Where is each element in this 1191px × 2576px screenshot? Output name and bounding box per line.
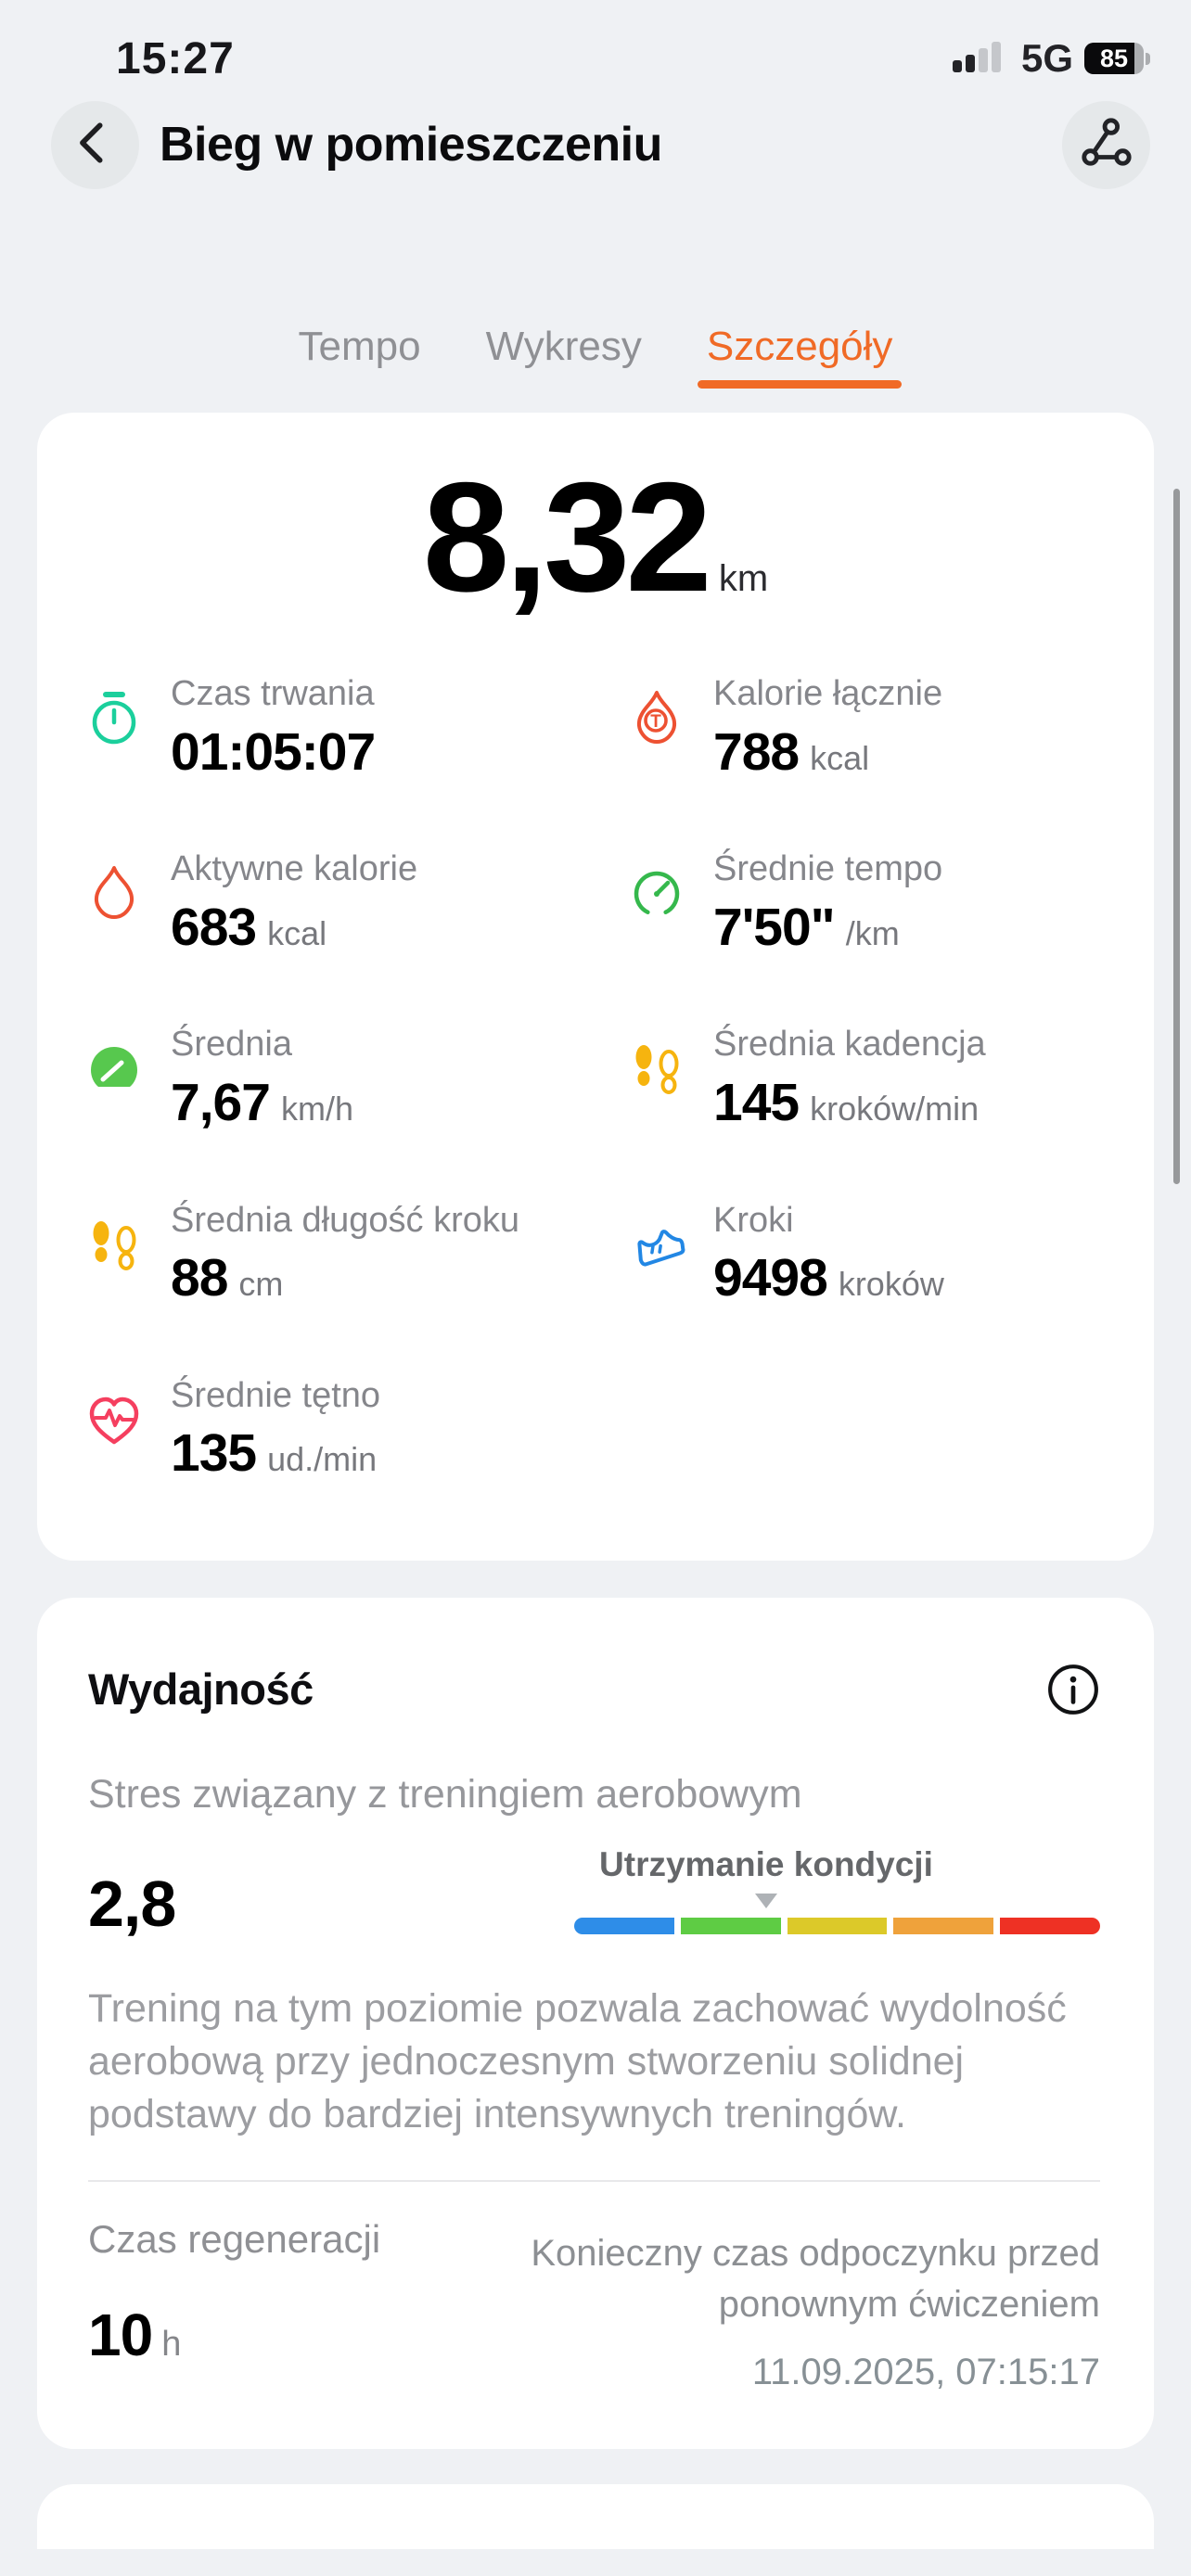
stat-label: Średnie tempo (713, 849, 943, 889)
share-route-icon (1079, 115, 1134, 175)
cadence-footprints-icon (626, 1038, 687, 1099)
battery-tip (1146, 52, 1150, 65)
battery-fill (1084, 43, 1135, 74)
stats-grid: Czas trwania 01:05:07 T Kalorie (83, 672, 1135, 1484)
header: Bieg w pomieszczeniu (0, 100, 1191, 189)
stat-value: 788 (713, 721, 800, 782)
stress-label: Stres związany z treningiem aerobowym (88, 1771, 802, 1817)
stat-label: Kalorie łącznie (713, 674, 943, 714)
stat-avg-speed: Średnia 7,67 km/h (83, 1023, 626, 1133)
zone-bar (574, 1917, 1100, 1934)
speed-gauge-icon (83, 1038, 145, 1099)
steps-shoe-icon (626, 1214, 687, 1275)
rest-date: 11.09.2025, 07:15:17 (751, 2351, 1100, 2392)
stat-unit: kroków/min (810, 1089, 980, 1128)
svg-text:T: T (650, 712, 661, 732)
status-bar: 15:27 5G 85 (0, 0, 1191, 85)
back-button[interactable] (51, 100, 139, 189)
stat-value: 88 (171, 1248, 228, 1308)
stat-label: Średnie tętno (171, 1375, 381, 1415)
network-type-label: 5G (1020, 36, 1073, 80)
stat-total-calories: T Kalorie łącznie 788 kcal (626, 672, 1135, 783)
recovery-unit: h (161, 2325, 182, 2365)
stat-label: Średnia kadencja (713, 1025, 986, 1065)
tab-wykresy[interactable]: Wykresy (485, 324, 642, 369)
stat-steps: Kroki 9498 kroków (626, 1199, 1135, 1309)
stat-value: 145 (713, 1072, 800, 1132)
stat-unit: cm (238, 1265, 284, 1304)
stopwatch-icon (83, 687, 145, 748)
recovery-value: 10 (88, 2302, 153, 2369)
stat-value: 683 (171, 897, 257, 957)
stat-unit: /km (845, 913, 900, 952)
stat-active-calories: Aktywne kalorie 683 kcal (83, 848, 626, 958)
stat-value: 135 (171, 1423, 257, 1484)
status-indicators: 5G 85 (952, 36, 1150, 81)
stat-duration: Czas trwania 01:05:07 (83, 672, 626, 783)
rest-note: Konieczny czas odpoczynku przed ponownym… (531, 2233, 1100, 2326)
zone-segment-red (1000, 1917, 1100, 1934)
workout-summary-card: 8,32 km Czas trwania 01:05:07 (37, 413, 1154, 1561)
recovery-label: Czas regeneracji (88, 2217, 381, 2262)
stress-value: 2,8 (88, 1867, 176, 1940)
share-route-button[interactable] (1062, 100, 1150, 189)
stat-avg-stride: Średnia długość kroku 88 cm (83, 1199, 626, 1309)
stat-avg-heart-rate: Średnie tętno 135 ud./min (83, 1374, 626, 1485)
stat-value: 9498 (713, 1248, 828, 1308)
stat-value: 7,67 (171, 1072, 271, 1132)
divider (88, 2180, 1100, 2183)
rest-block: Konieczny czas odpoczynku przed ponownym… (488, 2217, 1100, 2392)
total-calories-flame-icon: T (626, 687, 687, 748)
tab-szczegoly[interactable]: Szczegóły (697, 324, 902, 389)
zone-segment-yellow (787, 1917, 888, 1934)
zone-segment-blue (574, 1917, 674, 1934)
stat-unit: km/h (280, 1089, 353, 1128)
chevron-left-icon (67, 114, 124, 176)
status-time: 15:27 (116, 33, 235, 83)
stat-value: 01:05:07 (171, 721, 376, 782)
active-calories-flame-icon (83, 862, 145, 924)
tab-tempo[interactable]: Tempo (298, 324, 421, 369)
zone-label: Utrzymanie kondycji (599, 1844, 933, 1883)
zone-segment-green (680, 1917, 781, 1934)
total-distance: 8,32 km (83, 450, 1108, 624)
stat-unit: kcal (810, 738, 870, 777)
distance-unit: km (718, 558, 769, 599)
performance-title: Wydajność (88, 1664, 314, 1715)
recovery-block: Czas regeneracji 10 h (88, 2217, 380, 2392)
stat-avg-cadence: Średnia kadencja 145 kroków/min (626, 1023, 1135, 1133)
stat-label: Aktywne kalorie (171, 849, 418, 889)
page-title: Bieg w pomieszczeniu (160, 118, 662, 172)
stat-unit: ud./min (267, 1440, 378, 1479)
stride-footprints-icon (83, 1214, 145, 1275)
info-button[interactable] (1046, 1663, 1100, 1716)
next-card-partial (37, 2483, 1154, 2549)
distance-value: 8,32 (422, 450, 712, 624)
training-zone-indicator: Utrzymanie kondycji (574, 1845, 1100, 1934)
stat-label: Kroki (713, 1200, 794, 1240)
battery-percent: 85 (1099, 44, 1129, 72)
performance-card: Wydajność Stres związany z treningiem ae… (37, 1597, 1154, 2449)
zone-segment-orange (893, 1917, 994, 1934)
stat-label: Średnia długość kroku (171, 1200, 519, 1240)
scrollbar[interactable] (1173, 489, 1180, 1184)
battery-icon: 85 (1084, 43, 1150, 74)
pace-gauge-icon (626, 862, 687, 924)
performance-description: Trening na tym poziomie pozwala zachować… (88, 1985, 1067, 2136)
heart-rate-icon (83, 1389, 145, 1450)
zone-pointer (754, 1893, 777, 1908)
stat-label: Czas trwania (171, 674, 375, 714)
stat-unit: kcal (267, 913, 327, 952)
signal-strength-icon (952, 40, 1010, 78)
info-icon (1048, 1664, 1098, 1715)
stat-avg-pace: Średnie tempo 7'50" /km (626, 848, 1135, 958)
stat-value: 7'50" (713, 897, 836, 957)
stat-unit: kroków (838, 1265, 944, 1304)
stat-label: Średnia (171, 1025, 292, 1065)
tab-bar: Tempo Wykresy Szczegóły (0, 324, 1191, 389)
